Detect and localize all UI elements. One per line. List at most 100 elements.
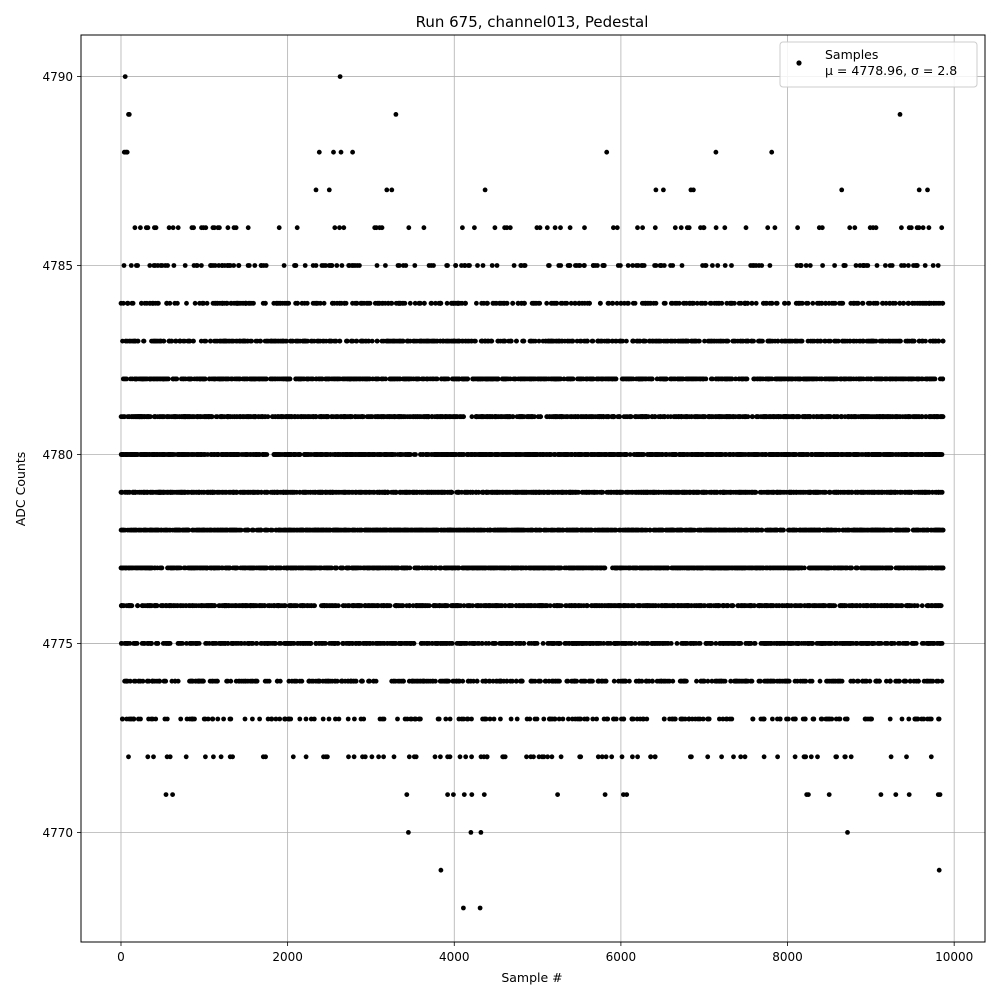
data-point bbox=[756, 678, 762, 684]
data-point bbox=[189, 641, 195, 646]
data-point bbox=[258, 641, 264, 646]
data-point bbox=[557, 565, 562, 571]
data-point bbox=[119, 603, 125, 609]
data-point bbox=[929, 565, 934, 571]
data-point bbox=[664, 641, 670, 646]
data-point bbox=[556, 603, 561, 609]
data-point bbox=[352, 603, 357, 609]
data-point bbox=[760, 603, 765, 609]
data-point bbox=[182, 527, 188, 533]
data-point bbox=[686, 603, 692, 609]
data-point bbox=[897, 678, 902, 684]
data-point bbox=[920, 527, 926, 533]
data-point bbox=[329, 641, 334, 646]
data-point bbox=[807, 565, 813, 571]
data-point bbox=[909, 641, 915, 646]
data-point bbox=[406, 754, 412, 760]
data-point bbox=[257, 716, 262, 722]
data-point bbox=[934, 603, 939, 609]
data-point bbox=[269, 716, 274, 722]
data-point bbox=[637, 641, 642, 646]
data-point bbox=[440, 603, 446, 609]
data-point bbox=[690, 641, 696, 646]
data-point bbox=[682, 603, 687, 609]
data-point bbox=[874, 678, 879, 684]
data-point bbox=[336, 716, 342, 722]
data-point bbox=[196, 678, 202, 684]
data-point bbox=[802, 754, 808, 760]
data-point bbox=[735, 603, 741, 609]
data-point bbox=[654, 527, 660, 533]
data-point bbox=[264, 678, 270, 684]
data-point bbox=[323, 641, 328, 646]
data-point bbox=[887, 716, 893, 722]
data-point bbox=[125, 527, 130, 533]
data-point bbox=[491, 716, 497, 722]
data-point bbox=[564, 678, 570, 684]
data-point bbox=[578, 754, 584, 760]
data-point bbox=[438, 565, 444, 571]
data-point bbox=[934, 678, 940, 684]
data-point bbox=[604, 716, 610, 722]
data-point bbox=[470, 603, 475, 609]
data-point bbox=[708, 603, 714, 609]
data-point bbox=[796, 565, 802, 571]
data-point bbox=[690, 527, 696, 533]
data-point bbox=[136, 527, 142, 533]
data-point bbox=[735, 641, 740, 646]
data-point bbox=[693, 716, 698, 722]
data-point bbox=[183, 565, 188, 571]
data-point bbox=[369, 754, 375, 760]
data-point bbox=[603, 678, 609, 684]
data-point bbox=[644, 527, 650, 533]
data-point bbox=[793, 603, 799, 609]
data-point bbox=[491, 565, 497, 571]
data-point bbox=[521, 565, 526, 571]
data-point bbox=[265, 716, 271, 722]
data-point bbox=[414, 527, 420, 533]
data-point bbox=[396, 603, 401, 609]
data-point bbox=[573, 565, 579, 571]
data-point bbox=[842, 716, 848, 722]
data-point bbox=[572, 678, 577, 684]
data-point bbox=[617, 527, 622, 533]
data-point bbox=[501, 565, 506, 571]
data-point bbox=[749, 678, 755, 684]
data-point bbox=[925, 603, 930, 609]
data-point bbox=[566, 716, 571, 722]
data-point bbox=[785, 716, 791, 722]
data-point bbox=[328, 603, 334, 609]
data-point bbox=[849, 527, 855, 533]
data-point bbox=[427, 527, 433, 533]
data-point bbox=[885, 641, 890, 646]
data-point bbox=[359, 527, 364, 533]
data-point bbox=[819, 565, 824, 571]
data-point bbox=[300, 641, 306, 646]
data-point bbox=[562, 641, 568, 646]
data-point bbox=[243, 678, 249, 684]
data-point bbox=[611, 716, 617, 722]
data-point bbox=[617, 565, 623, 571]
data-point bbox=[722, 678, 728, 684]
data-point bbox=[536, 678, 542, 684]
data-point bbox=[717, 678, 722, 684]
data-point bbox=[428, 565, 434, 571]
data-point bbox=[792, 527, 797, 533]
data-point bbox=[696, 641, 702, 646]
data-point bbox=[361, 641, 366, 646]
data-point bbox=[730, 527, 736, 533]
data-point bbox=[309, 527, 315, 533]
data-point bbox=[323, 527, 329, 533]
data-point bbox=[445, 603, 450, 609]
data-point bbox=[167, 641, 173, 646]
data-point bbox=[342, 527, 348, 533]
data-point bbox=[905, 641, 911, 646]
data-point bbox=[904, 754, 909, 760]
data-point bbox=[436, 716, 442, 722]
data-point bbox=[508, 678, 513, 684]
data-point bbox=[701, 603, 707, 609]
data-point bbox=[612, 527, 617, 533]
data-point bbox=[797, 603, 803, 609]
data-point bbox=[457, 754, 463, 760]
